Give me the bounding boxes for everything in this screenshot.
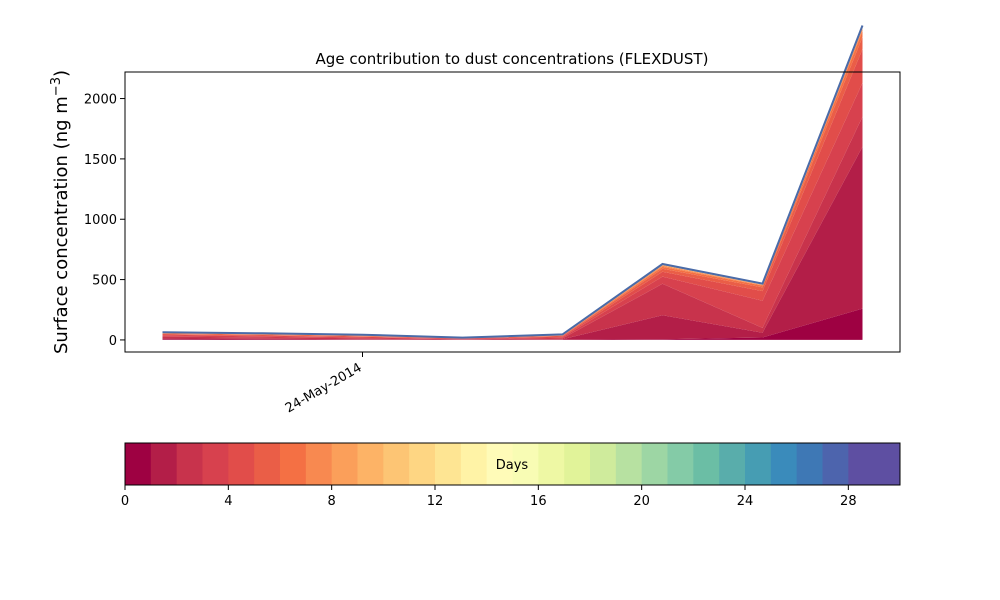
colorbar-swatch xyxy=(486,443,513,485)
colorbar-tick-label: 0 xyxy=(121,494,129,509)
colorbar-swatch xyxy=(667,443,694,485)
y-axis-label-close: ) xyxy=(51,70,72,77)
colorbar-swatch xyxy=(409,443,436,485)
colorbar-tick-label: 20 xyxy=(633,494,650,509)
colorbar-tick-label: 28 xyxy=(840,494,857,509)
colorbar-swatch xyxy=(590,443,617,485)
colorbar-frame xyxy=(124,442,901,486)
colorbar-tick-label: 16 xyxy=(530,494,547,509)
colorbar-tick-label: 4 xyxy=(224,494,232,509)
stacked-area-group xyxy=(162,25,863,340)
y-tick-label: 1500 xyxy=(84,153,117,168)
colorbar-swatch xyxy=(435,443,462,485)
colorbar-swatch xyxy=(745,443,772,485)
colorbar-swatch xyxy=(874,443,901,485)
colorbar: 0 4 8 12 16 20 24 28 xyxy=(121,442,901,509)
colorbar-swatch xyxy=(848,443,875,485)
colorbar-swatch xyxy=(357,443,384,485)
colorbar-swatch xyxy=(822,443,849,485)
plot-frame xyxy=(124,71,901,353)
colorbar-swatch xyxy=(719,443,746,485)
colorbar-swatch xyxy=(202,443,229,485)
colorbar-swatch xyxy=(615,443,643,485)
colorbar-swatch xyxy=(383,443,410,485)
area-day-0 xyxy=(162,308,863,340)
colorbar-swatch xyxy=(770,443,798,485)
colorbar-swatch xyxy=(538,443,565,485)
x-tick-label: 24-May-2014 xyxy=(283,360,365,416)
colorbar-swatch xyxy=(176,443,203,485)
area-day-1 xyxy=(162,146,863,340)
colorbar-tick-label: 24 xyxy=(737,494,754,509)
total-concentration-line xyxy=(162,25,864,339)
y-tick-label: 0 xyxy=(109,334,117,349)
x-axis-ticks: 24-May-2014 xyxy=(283,352,365,416)
colorbar-swatch xyxy=(125,443,152,485)
colorbar-swatch xyxy=(254,443,281,485)
colorbar-swatch xyxy=(331,443,358,485)
colorbar-swatch xyxy=(228,443,255,485)
y-tick-label: 1000 xyxy=(84,213,117,228)
y-tick-label: 500 xyxy=(92,274,117,289)
area-day-4 xyxy=(162,49,863,339)
colorbar-tick-label: 12 xyxy=(427,494,444,509)
area-day-3 xyxy=(162,82,863,340)
colorbar-swatch xyxy=(693,443,720,485)
colorbar-label: Days xyxy=(496,458,529,473)
colorbar-swatch xyxy=(150,443,178,485)
colorbar-swatch xyxy=(460,443,488,485)
y-axis-label-text: Surface concentration (ng m xyxy=(51,96,72,354)
y-axis-ticks: 0 500 1000 1500 2000 xyxy=(84,93,125,349)
y-axis-label: Surface concentration (ng m−3) xyxy=(49,70,72,354)
colorbar-swatch xyxy=(796,443,823,485)
colorbar-swatch xyxy=(641,443,668,485)
colorbar-tick-label: 8 xyxy=(328,494,336,509)
colorbar-swatch xyxy=(564,443,591,485)
chart-title: Age contribution to dust concentrations … xyxy=(316,50,709,68)
colorbar-swatch xyxy=(280,443,307,485)
colorbar-swatch xyxy=(512,443,539,485)
y-axis-label-superscript: −3 xyxy=(49,77,64,96)
y-tick-label: 2000 xyxy=(84,93,117,108)
colorbar-swatch xyxy=(305,443,333,485)
